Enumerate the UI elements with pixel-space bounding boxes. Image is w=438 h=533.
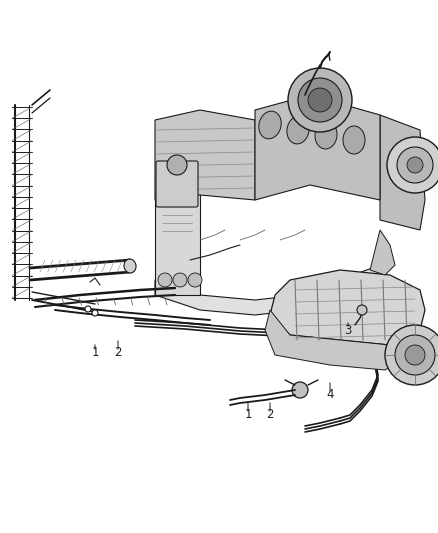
Ellipse shape	[124, 259, 136, 273]
Circle shape	[173, 273, 187, 287]
Text: 3: 3	[344, 324, 352, 336]
Polygon shape	[155, 170, 200, 295]
Polygon shape	[265, 310, 420, 370]
Ellipse shape	[287, 116, 309, 144]
Circle shape	[395, 335, 435, 375]
Polygon shape	[370, 230, 395, 275]
Circle shape	[385, 325, 438, 385]
Circle shape	[85, 306, 91, 312]
Circle shape	[407, 157, 423, 173]
Text: 1: 1	[91, 346, 99, 359]
Circle shape	[308, 88, 332, 112]
Circle shape	[397, 147, 433, 183]
Circle shape	[158, 273, 172, 287]
Ellipse shape	[259, 111, 281, 139]
Circle shape	[292, 382, 308, 398]
Polygon shape	[270, 270, 425, 345]
Polygon shape	[155, 110, 255, 200]
Text: 2: 2	[114, 346, 122, 359]
Circle shape	[92, 310, 98, 316]
Polygon shape	[155, 265, 385, 315]
Ellipse shape	[315, 121, 337, 149]
Ellipse shape	[343, 126, 365, 154]
Text: 2: 2	[266, 408, 274, 422]
Text: 4: 4	[326, 389, 334, 401]
Circle shape	[387, 137, 438, 193]
Polygon shape	[255, 95, 380, 200]
Circle shape	[188, 273, 202, 287]
Circle shape	[405, 345, 425, 365]
Circle shape	[357, 305, 367, 315]
Polygon shape	[380, 115, 425, 230]
Circle shape	[298, 78, 342, 122]
FancyBboxPatch shape	[156, 161, 198, 207]
Text: 1: 1	[244, 408, 252, 422]
Circle shape	[167, 155, 187, 175]
Circle shape	[288, 68, 352, 132]
